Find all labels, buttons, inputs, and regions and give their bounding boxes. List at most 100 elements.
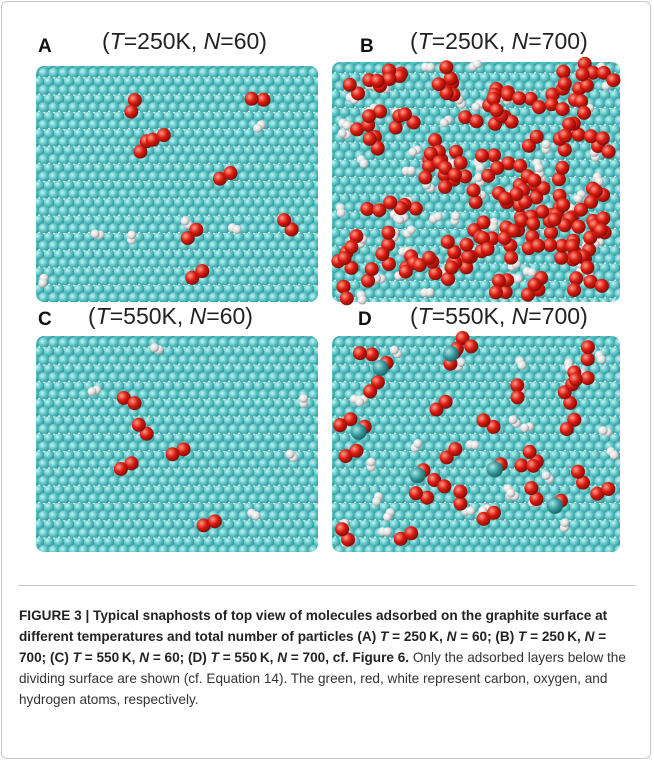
t: =550K, xyxy=(110,303,190,329)
carbon xyxy=(487,461,503,477)
hydrogen xyxy=(383,527,392,536)
hydrogen xyxy=(395,215,404,224)
hydrogen xyxy=(456,358,465,367)
t: T xyxy=(110,28,124,54)
oxygen xyxy=(454,156,468,170)
oxygen xyxy=(365,347,379,361)
snapshot xyxy=(330,330,622,556)
c: T xyxy=(73,650,81,665)
oxygen xyxy=(363,384,377,398)
oxygen xyxy=(490,103,504,117)
oxygen xyxy=(567,283,581,297)
carbon xyxy=(372,360,388,376)
c: N xyxy=(277,650,287,665)
hydrogen xyxy=(471,102,480,111)
hydrogen xyxy=(367,458,376,467)
hydrogen xyxy=(597,355,606,364)
hydrogen xyxy=(451,212,460,221)
oxygen xyxy=(360,202,374,216)
snapshot xyxy=(330,56,622,306)
oxygen xyxy=(554,251,568,265)
oxygen xyxy=(555,161,569,175)
hydrogen xyxy=(285,450,294,459)
oxygen xyxy=(558,77,572,91)
t: =700) xyxy=(528,28,587,54)
oxygen xyxy=(481,242,495,256)
hydrogen xyxy=(91,229,100,238)
c: N xyxy=(585,629,595,644)
oxygen xyxy=(514,458,528,472)
hydrogen xyxy=(383,512,392,521)
oxygen xyxy=(510,378,524,392)
hydrogen xyxy=(299,394,308,403)
hydrogen xyxy=(407,225,416,234)
c: T xyxy=(211,650,219,665)
oxygen xyxy=(527,173,541,187)
oxygen xyxy=(569,251,583,265)
oxygen xyxy=(556,198,570,212)
hydrogen xyxy=(372,497,381,506)
oxygen xyxy=(375,247,389,261)
hydrogen xyxy=(471,441,480,450)
oxygen xyxy=(418,171,432,185)
oxygen xyxy=(464,339,478,353)
hydrogen xyxy=(542,471,551,480)
oxygen xyxy=(558,129,572,143)
oxygen xyxy=(498,191,512,205)
oxygen xyxy=(448,168,462,182)
oxygen xyxy=(335,522,349,536)
oxygen xyxy=(596,211,610,225)
hydrogen xyxy=(359,159,368,168)
c: N xyxy=(447,629,457,644)
hydrogen xyxy=(434,212,443,221)
oxygen xyxy=(382,72,396,86)
hydrogen xyxy=(574,194,583,203)
oxygen xyxy=(581,352,595,366)
oxygen xyxy=(596,131,610,145)
hydrogen xyxy=(407,166,416,175)
hydrogen xyxy=(127,230,136,239)
hydrogen xyxy=(413,439,422,448)
separator xyxy=(18,585,636,586)
graphite-surface xyxy=(36,336,318,552)
oxygen xyxy=(114,462,128,476)
hydrogen xyxy=(253,124,262,133)
oxygen xyxy=(362,109,376,123)
oxygen xyxy=(556,65,570,79)
hydrogen xyxy=(476,163,485,172)
t: N xyxy=(512,303,529,329)
hydrogen xyxy=(541,140,550,149)
c: = 60; (D) xyxy=(149,650,211,665)
oxygen xyxy=(245,92,259,106)
oxygen xyxy=(556,102,570,116)
oxygen xyxy=(547,212,561,226)
hydrogen xyxy=(514,274,523,283)
t: T xyxy=(418,28,432,54)
hydrogen xyxy=(473,60,482,69)
oxygen xyxy=(469,195,483,209)
snapshot xyxy=(34,60,320,306)
oxygen xyxy=(569,373,583,387)
c: = 250 K, xyxy=(526,629,584,644)
oxygen xyxy=(581,261,595,275)
hydrogen xyxy=(520,423,529,432)
hydrogen xyxy=(338,129,347,138)
oxygen xyxy=(487,506,501,520)
oxygen xyxy=(404,526,418,540)
hydrogen xyxy=(38,278,47,287)
oxygen xyxy=(572,220,586,234)
oxygen xyxy=(365,262,379,276)
oxygen xyxy=(460,238,474,252)
oxygen xyxy=(338,251,352,265)
page: A (T=250K, N=60) B (T=250K, N=700) C (T=… xyxy=(0,0,654,762)
oxygen xyxy=(602,145,616,159)
oxygen xyxy=(124,105,138,119)
oxygen xyxy=(223,166,237,180)
c: = 250 K, xyxy=(388,629,446,644)
oxygen xyxy=(128,396,142,410)
t: ( xyxy=(88,303,96,329)
oxygen xyxy=(363,132,377,146)
oxygen xyxy=(601,482,615,496)
oxygen xyxy=(195,264,209,278)
oxygen xyxy=(577,106,591,120)
